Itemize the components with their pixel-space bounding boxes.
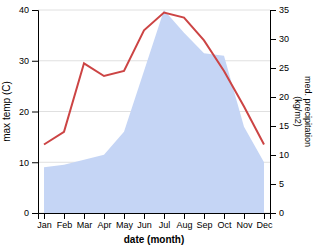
- tick-label: Jan: [37, 220, 52, 230]
- tick: 10: [19, 158, 38, 168]
- tick-label: Oct: [217, 220, 232, 230]
- grid-line: [38, 10, 270, 11]
- tick: 10: [270, 150, 289, 160]
- tick-mark: [32, 61, 38, 62]
- tick-label: Dec: [256, 220, 273, 230]
- tick: 5: [270, 179, 284, 189]
- tick-label: 20: [279, 92, 289, 102]
- tick-label: 5: [279, 179, 284, 189]
- tick-mark: [270, 39, 276, 40]
- tick-mark: [32, 10, 38, 11]
- tick-mark: [244, 213, 245, 219]
- tick: 35: [270, 5, 289, 15]
- tick-label: 20: [19, 107, 29, 117]
- tick: Feb: [57, 213, 73, 230]
- tick-label: Nov: [236, 220, 253, 230]
- tick: Sep: [196, 213, 212, 230]
- chart: Jan Feb Mar Apr MayJun Jul Aug Sep Oct NovDec 0 10 2…: [0, 0, 318, 247]
- tick: 30: [270, 34, 289, 44]
- tick: 25: [270, 63, 289, 73]
- tick: Dec: [256, 213, 273, 230]
- tick-label: 15: [279, 121, 289, 131]
- y-axis-title: max temp (C): [1, 81, 12, 142]
- tick: May: [116, 213, 134, 230]
- tick-mark: [270, 155, 276, 156]
- tick: 30: [19, 56, 38, 66]
- tick-label: 25: [279, 63, 289, 73]
- tick-mark: [84, 213, 85, 219]
- tick-mark: [270, 126, 276, 127]
- tick: 20: [270, 92, 289, 102]
- y2-axis-title: med. precipitation(kg/m2): [293, 76, 313, 147]
- tick-mark: [144, 213, 145, 219]
- tick-label: Jun: [137, 220, 152, 230]
- tick-label: Apr: [97, 220, 111, 230]
- area: [44, 10, 264, 213]
- tick-mark: [224, 213, 225, 219]
- tick-label: May: [116, 220, 134, 230]
- tick-mark: [264, 213, 265, 219]
- y2-axis: 0 5 10 15 20 25 30 35: [270, 5, 289, 218]
- tick: Jun: [137, 213, 152, 230]
- tick-label: Sep: [196, 220, 212, 230]
- axis-line: [271, 11, 277, 214]
- tick: Oct: [217, 213, 232, 230]
- tick-label: 10: [19, 158, 29, 168]
- tick-mark: [44, 213, 45, 219]
- tick-label: 40: [19, 5, 29, 15]
- tick-mark: [270, 68, 276, 69]
- x-axis-title: date (month): [124, 234, 185, 245]
- tick: 15: [270, 121, 289, 131]
- tick-mark: [164, 213, 165, 219]
- tick-label: Mar: [77, 220, 93, 230]
- grid: [38, 10, 270, 213]
- axis-line: [32, 11, 39, 214]
- tick-mark: [204, 213, 205, 219]
- tick-label: 30: [19, 56, 29, 66]
- tick-mark: [32, 112, 38, 113]
- tick: 0: [24, 208, 38, 218]
- tick: Mar: [77, 213, 93, 230]
- plot: Jan Feb Mar Apr MayJun Jul Aug Sep Oct NovDec 0 10 2…: [19, 5, 289, 230]
- tick-mark: [270, 10, 276, 11]
- tick: Jul: [159, 213, 171, 230]
- tick-mark: [184, 213, 185, 219]
- tick: Nov: [236, 213, 253, 230]
- tick-mark: [32, 213, 38, 214]
- tick-mark: [104, 213, 105, 219]
- tick: 0: [270, 208, 284, 218]
- tick-label: 30: [279, 34, 289, 44]
- tick-label: Jul: [159, 220, 171, 230]
- tick-mark: [270, 184, 276, 185]
- tick-mark: [64, 213, 65, 219]
- tick: 40: [19, 5, 38, 15]
- y-axis: 0 10 20 30 40: [19, 5, 39, 218]
- marks: [44, 10, 264, 213]
- tick: 20: [19, 107, 38, 117]
- tick-label: 0: [24, 208, 29, 218]
- x-axis: Jan Feb Mar Apr MayJun Jul Aug Sep Oct NovDec: [37, 213, 273, 230]
- tick-label: 35: [279, 5, 289, 15]
- axis-line: [39, 214, 271, 220]
- tick-label: 10: [279, 150, 289, 160]
- tick-mark: [32, 162, 38, 163]
- tick-label: Feb: [57, 220, 73, 230]
- tick-mark: [124, 213, 125, 219]
- tick-mark: [270, 213, 276, 214]
- tick: Jan: [37, 213, 52, 230]
- line: [44, 13, 264, 145]
- tick: Apr: [97, 213, 111, 230]
- tick-label: 0: [279, 208, 284, 218]
- tick-label: Aug: [176, 220, 192, 230]
- tick-mark: [270, 97, 276, 98]
- tick: Aug: [176, 213, 192, 230]
